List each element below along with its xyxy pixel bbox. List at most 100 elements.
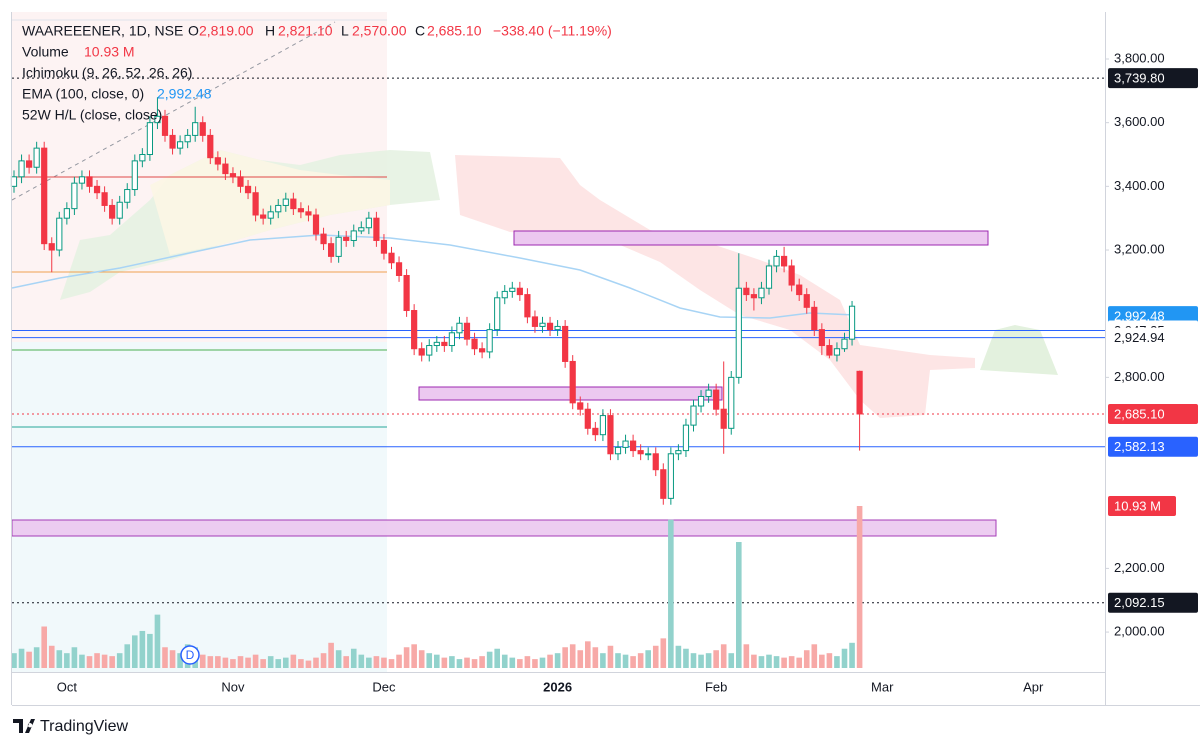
candle-body (267, 211, 274, 219)
volume-bar (109, 656, 115, 668)
range-shade-bottom (12, 342, 387, 672)
price-zone (513, 230, 989, 246)
candle-body (109, 204, 116, 219)
price-badge-label: 2,685.10 (1114, 406, 1165, 421)
volume-bar (796, 657, 802, 668)
candle-body (192, 122, 199, 136)
candle-body (546, 322, 554, 331)
candle-body (667, 453, 674, 499)
candle-body (328, 243, 335, 257)
candle-body (622, 440, 629, 448)
volume-bar (698, 654, 704, 668)
candle-body (305, 211, 312, 216)
volume-badge (1108, 496, 1176, 517)
volume-bar (728, 653, 735, 668)
candle-body (637, 450, 644, 455)
volume-bar (766, 654, 772, 668)
volume-bar (464, 657, 470, 668)
volume-bar (426, 653, 433, 668)
candle-body (494, 297, 501, 331)
volume-bar (547, 654, 553, 668)
candle-body (214, 157, 221, 165)
candle-body (826, 345, 833, 356)
volume-bar (509, 657, 516, 668)
candle-body (796, 284, 803, 296)
logo-text[interactable]: TradingView (40, 718, 128, 735)
candle-body (154, 115, 161, 124)
axes: 3,800.00 3,600.00 3,400.00 3,200.00 2,800.00… (57, 50, 1165, 694)
volume-bar (736, 542, 742, 668)
volume-bar (705, 653, 712, 668)
candle-body (433, 341, 440, 347)
volume-bar (600, 653, 606, 668)
candle-body (803, 294, 810, 308)
candle-body (569, 360, 576, 404)
candle-body (312, 214, 320, 235)
candle-body (161, 115, 169, 136)
volume-badge-label: 10.93 M (1114, 498, 1161, 513)
candle-body (290, 198, 297, 210)
candle-body (818, 329, 825, 347)
volume-bar (592, 647, 599, 668)
candle-body (456, 322, 463, 334)
volume-bar (486, 651, 493, 668)
x-tick-label: Apr (1023, 679, 1044, 694)
y-tick-label: 3,800.00 (1114, 50, 1165, 65)
volume-bar (471, 659, 478, 668)
volume-bar (788, 656, 795, 668)
y-tick-label: 2,200.00 (1114, 560, 1165, 575)
volume-bar (501, 654, 508, 668)
candle-body (705, 389, 712, 397)
ema-line (11, 234, 856, 319)
y-tick-label: 2,000.00 (1114, 624, 1165, 639)
candle-body (71, 182, 78, 210)
candle-body (169, 134, 176, 149)
logo-mark (13, 719, 35, 733)
volume-bar (207, 656, 214, 668)
candle-body (524, 294, 531, 318)
candle-body (222, 163, 229, 175)
candle-body (765, 265, 773, 289)
volume-bar (275, 659, 282, 668)
volume-bar (139, 630, 146, 668)
volume-bar (101, 654, 108, 668)
volume-bar (48, 645, 55, 668)
volume-bar (841, 648, 848, 668)
candle-body (237, 176, 244, 187)
candle-body (539, 322, 546, 327)
candle-body (335, 236, 342, 257)
x-tick-label: Mar (871, 679, 894, 694)
candle-body (358, 227, 365, 232)
candle-body (848, 305, 856, 340)
volume-bar (18, 648, 25, 668)
candle-body (380, 239, 388, 254)
volume-bar (562, 647, 568, 668)
price-badge (1108, 403, 1198, 424)
volume-bar (569, 644, 576, 668)
y-tick-label: 3,200.00 (1114, 241, 1165, 256)
volume-bar (320, 653, 327, 668)
dividend-marker[interactable] (180, 645, 200, 665)
hl-legend: 52W H/L (close, close) (22, 107, 162, 123)
ichimoku-cloud-green-future (980, 325, 1058, 375)
volume-bar (267, 656, 274, 668)
candle-body (841, 338, 848, 350)
candle-body (758, 287, 765, 299)
volume-bar (517, 659, 523, 668)
candle-body (426, 345, 433, 356)
volume-bar (585, 641, 591, 668)
candle-body (207, 134, 214, 159)
candle-body (660, 469, 667, 499)
volume-bar (373, 656, 380, 668)
candles (10, 97, 863, 505)
price-badges: 3,739.802,992.482,947.252,924.942,685.10… (1108, 68, 1198, 613)
symbol: WAAREEENER, 1D, NSE (22, 23, 183, 39)
candle-body (252, 192, 259, 216)
volume-bar (11, 653, 17, 668)
volume-bar (260, 659, 266, 668)
volume-bar (147, 633, 153, 668)
candle-body (41, 147, 48, 245)
candle-body (116, 201, 123, 219)
candle-body (131, 160, 138, 191)
volume-bar (751, 654, 757, 668)
